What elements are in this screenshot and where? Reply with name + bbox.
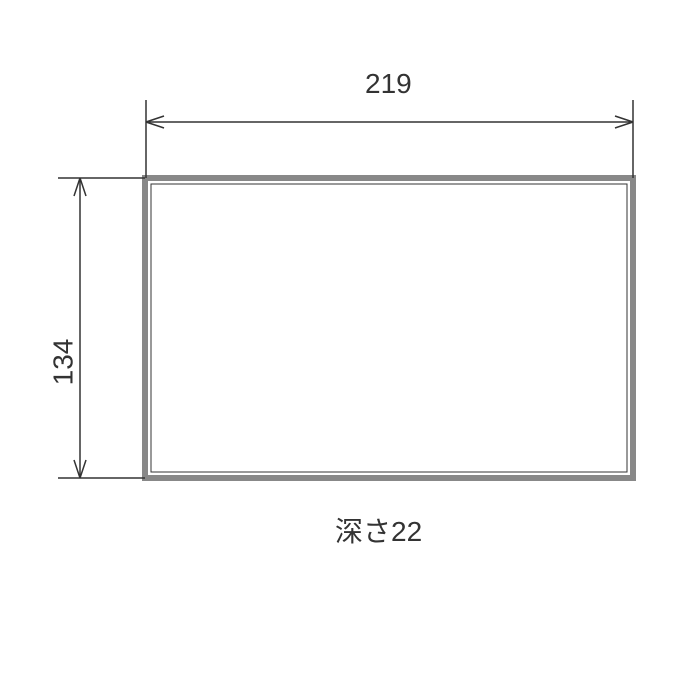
width-dimension-label: 219 [365,68,412,100]
diagram-svg [0,0,700,700]
diagram-canvas: 219 134 深さ22 [0,0,700,700]
height-dimension-label: 134 [47,339,79,386]
depth-label: 深さ22 [335,510,422,550]
